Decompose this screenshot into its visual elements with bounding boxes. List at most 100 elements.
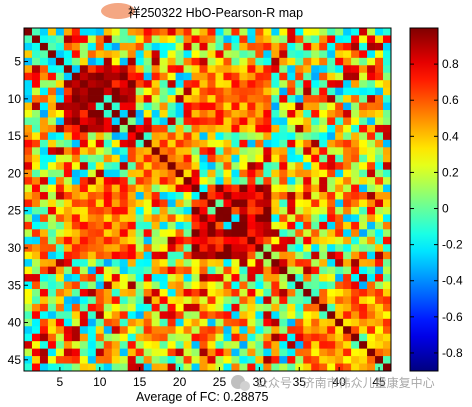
heatmap-cell bbox=[255, 50, 264, 59]
heatmap-cell bbox=[335, 65, 344, 74]
heatmap-cell bbox=[127, 110, 137, 118]
heatmap-cell bbox=[343, 72, 352, 81]
heatmap-cell bbox=[327, 259, 336, 267]
heatmap-cell bbox=[207, 318, 216, 327]
heatmap-cell bbox=[55, 110, 65, 118]
heatmap-cell bbox=[239, 132, 248, 141]
heatmap-cell bbox=[47, 50, 57, 59]
heatmap-cell bbox=[271, 356, 280, 364]
heatmap-cell bbox=[319, 356, 328, 364]
heatmap-cell bbox=[231, 236, 240, 245]
heatmap-cell bbox=[367, 229, 376, 238]
heatmap-cell bbox=[143, 303, 152, 312]
heatmap-cell bbox=[119, 318, 129, 327]
heatmap-cell bbox=[295, 266, 304, 275]
heatmap-cell bbox=[159, 102, 168, 111]
heatmap-cell bbox=[255, 117, 264, 126]
heatmap-cell bbox=[303, 259, 312, 267]
heatmap-cell bbox=[71, 57, 81, 66]
heatmap-cell bbox=[87, 311, 97, 320]
heatmap-cell bbox=[71, 206, 81, 215]
heatmap-cell bbox=[151, 251, 160, 260]
heatmap-cell bbox=[359, 72, 368, 81]
heatmap-cell bbox=[63, 341, 73, 349]
heatmap-cell bbox=[95, 333, 105, 342]
heatmap-cell bbox=[111, 124, 121, 133]
heatmap-cell bbox=[199, 184, 208, 193]
heatmap-cell bbox=[263, 281, 272, 290]
heatmap-cell bbox=[247, 117, 256, 126]
heatmap-cell bbox=[31, 28, 41, 36]
heatmap-cell bbox=[135, 162, 145, 171]
heatmap-cell bbox=[191, 95, 200, 103]
heatmap-cell bbox=[24, 95, 33, 103]
heatmap-cell bbox=[231, 199, 240, 208]
heatmap-cell bbox=[55, 177, 65, 185]
heatmap-cell bbox=[239, 72, 248, 81]
heatmap-cell bbox=[223, 288, 232, 297]
heatmap-cell bbox=[207, 192, 216, 200]
heatmap-cell bbox=[143, 192, 152, 200]
heatmap-cell bbox=[159, 281, 168, 290]
heatmap-cell bbox=[151, 177, 160, 185]
heatmap-cell bbox=[263, 50, 272, 59]
heatmap-cell bbox=[335, 184, 344, 193]
heatmap-cell bbox=[367, 259, 376, 267]
heatmap-cell bbox=[279, 348, 288, 357]
heatmap-cell bbox=[111, 65, 121, 74]
heatmap-cell bbox=[71, 288, 81, 297]
heatmap-cell bbox=[383, 244, 392, 253]
heatmap-cell bbox=[63, 124, 73, 133]
heatmap-cell bbox=[335, 139, 344, 148]
heatmap-cell bbox=[135, 251, 145, 260]
heatmap-cell bbox=[335, 281, 344, 290]
x-tick-label: 45 bbox=[372, 375, 386, 389]
heatmap-cell bbox=[167, 147, 176, 156]
heatmap-cell bbox=[159, 42, 168, 51]
heatmap-cell bbox=[271, 274, 280, 282]
heatmap-cell bbox=[183, 229, 192, 238]
heatmap-cell bbox=[159, 57, 168, 66]
heatmap-cell bbox=[319, 169, 328, 178]
heatmap-cell bbox=[191, 341, 200, 349]
heatmap-cell bbox=[271, 214, 280, 223]
heatmap-cell bbox=[239, 147, 248, 156]
heatmap-cell bbox=[271, 281, 280, 290]
heatmap-cell bbox=[231, 72, 240, 81]
heatmap-cell bbox=[239, 139, 248, 148]
heatmap-cell bbox=[247, 214, 256, 223]
heatmap-cell bbox=[24, 311, 33, 320]
heatmap-cell bbox=[167, 281, 176, 290]
heatmap-cell bbox=[351, 333, 360, 342]
heatmap-cell bbox=[55, 266, 65, 275]
heatmap-cell bbox=[351, 192, 360, 200]
heatmap-cells bbox=[24, 28, 392, 372]
heatmap-cell bbox=[311, 274, 320, 282]
heatmap-cell bbox=[207, 206, 216, 215]
heatmap-cell bbox=[319, 259, 328, 267]
heatmap-cell bbox=[191, 42, 200, 51]
heatmap-cell bbox=[175, 87, 184, 96]
heatmap-cell bbox=[159, 110, 168, 118]
heatmap-cell bbox=[127, 229, 137, 238]
heatmap-cell bbox=[47, 341, 57, 349]
heatmap-cell bbox=[239, 259, 248, 267]
heatmap-cell bbox=[223, 50, 232, 59]
heatmap-cell bbox=[279, 266, 288, 275]
heatmap-cell bbox=[319, 117, 328, 126]
heatmap-cell bbox=[151, 192, 160, 200]
heatmap-cell bbox=[39, 206, 49, 215]
heatmap-cell bbox=[279, 72, 288, 81]
heatmap-cell bbox=[215, 356, 224, 364]
heatmap-cell bbox=[127, 221, 137, 230]
heatmap-cell bbox=[47, 356, 57, 364]
heatmap-cell bbox=[191, 296, 200, 305]
chart-title-text: 祥250322 HbO-Pearson-R map bbox=[128, 6, 303, 20]
heatmap-cell bbox=[231, 259, 240, 267]
heatmap-cell bbox=[71, 80, 81, 89]
heatmap-cell bbox=[231, 169, 240, 178]
heatmap-cell bbox=[31, 95, 41, 103]
heatmap-cell bbox=[255, 318, 264, 327]
heatmap-cell bbox=[47, 124, 57, 133]
heatmap-cell bbox=[87, 177, 97, 185]
